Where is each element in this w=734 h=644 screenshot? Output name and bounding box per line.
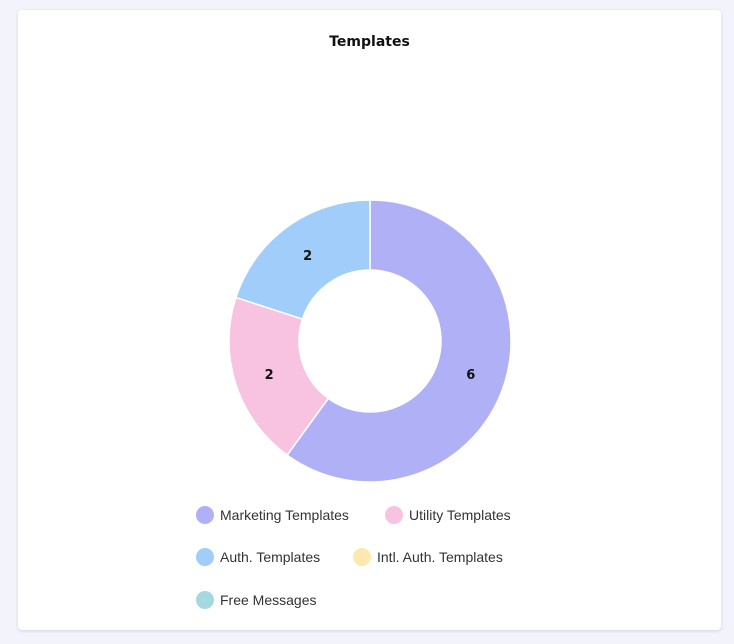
slice-data-label: 2 bbox=[265, 368, 274, 383]
legend-swatch bbox=[196, 548, 214, 566]
legend-swatch bbox=[196, 506, 214, 524]
legend-swatch bbox=[196, 591, 214, 609]
slice-data-label: 2 bbox=[303, 249, 312, 264]
legend-item-marketing-templates[interactable]: Marketing Templates bbox=[196, 506, 349, 524]
donut-chart: 6 2 2 bbox=[228, 199, 512, 483]
legend-label: Auth. Templates bbox=[220, 549, 321, 565]
legend-item-auth-templates[interactable]: Auth. Templates bbox=[196, 548, 320, 566]
legend-label: Marketing Templates bbox=[220, 507, 349, 523]
slice-auth-templates[interactable] bbox=[234, 199, 371, 321]
legend-item-free-messages[interactable]: Free Messages bbox=[196, 591, 316, 609]
templates-card: Templates 6 2 2 Marketing Templates Utilit… bbox=[18, 10, 721, 630]
legend-label: Utility Templates bbox=[409, 507, 511, 523]
legend-item-intl-auth-templates[interactable]: Intl. Auth. Templates bbox=[353, 548, 503, 566]
legend-label: Intl. Auth. Templates bbox=[377, 549, 503, 565]
legend-swatch bbox=[353, 548, 371, 566]
legend-swatch bbox=[385, 506, 403, 524]
slice-data-label: 6 bbox=[466, 368, 475, 383]
chart-title: Templates bbox=[329, 34, 410, 50]
legend-label: Free Messages bbox=[220, 592, 317, 608]
slice-marketing-templates[interactable] bbox=[286, 199, 512, 483]
slice-utility-templates[interactable] bbox=[228, 296, 330, 457]
legend-item-utility-templates[interactable]: Utility Templates bbox=[385, 506, 511, 524]
